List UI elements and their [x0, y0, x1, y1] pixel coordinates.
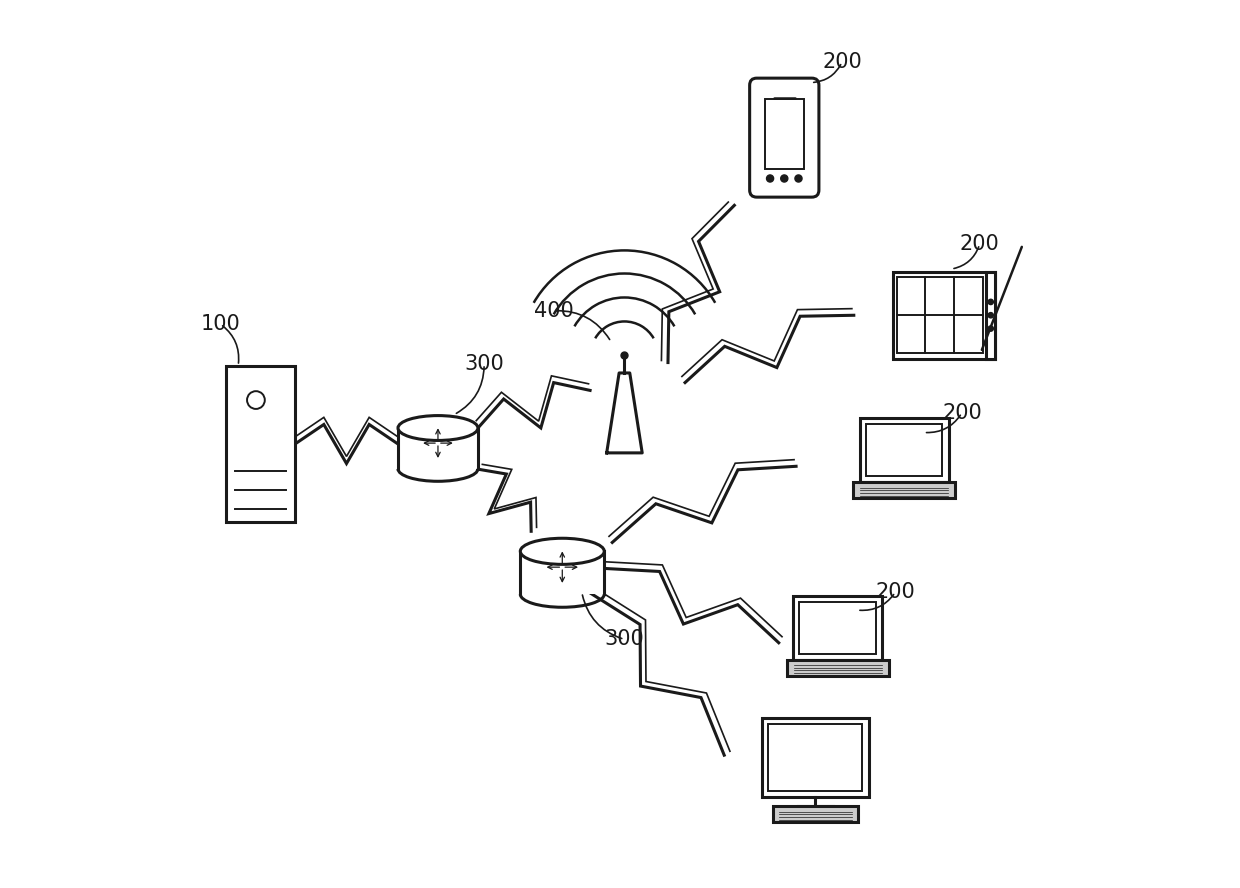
Bar [774, 806, 858, 822]
Text: 300: 300 [464, 354, 503, 374]
Bar [398, 428, 477, 469]
Text: 200: 200 [875, 583, 915, 602]
Bar [521, 551, 604, 594]
Circle shape [766, 175, 774, 182]
Bar [866, 424, 942, 476]
Text: 300: 300 [605, 630, 645, 649]
Circle shape [988, 326, 993, 331]
Bar [897, 277, 983, 353]
Bar [226, 367, 295, 522]
Circle shape [988, 299, 993, 305]
Bar [765, 99, 804, 169]
Bar [893, 272, 996, 359]
Text: 100: 100 [201, 314, 241, 334]
Text: 200: 200 [960, 234, 999, 254]
Ellipse shape [521, 538, 604, 565]
Bar [763, 718, 869, 797]
Ellipse shape [398, 416, 477, 440]
Bar [794, 596, 882, 660]
Circle shape [795, 175, 802, 182]
Circle shape [247, 391, 265, 408]
Circle shape [781, 175, 787, 182]
Bar [800, 602, 875, 654]
Circle shape [988, 313, 993, 318]
Bar [853, 482, 955, 498]
FancyBboxPatch shape [750, 78, 818, 197]
Text: 200: 200 [942, 403, 982, 423]
Bar [986, 272, 996, 359]
Bar [769, 724, 863, 791]
Polygon shape [606, 373, 642, 453]
Text: 200: 200 [822, 52, 862, 72]
Bar [859, 418, 949, 482]
Bar [786, 660, 889, 676]
Text: 400: 400 [533, 301, 573, 321]
